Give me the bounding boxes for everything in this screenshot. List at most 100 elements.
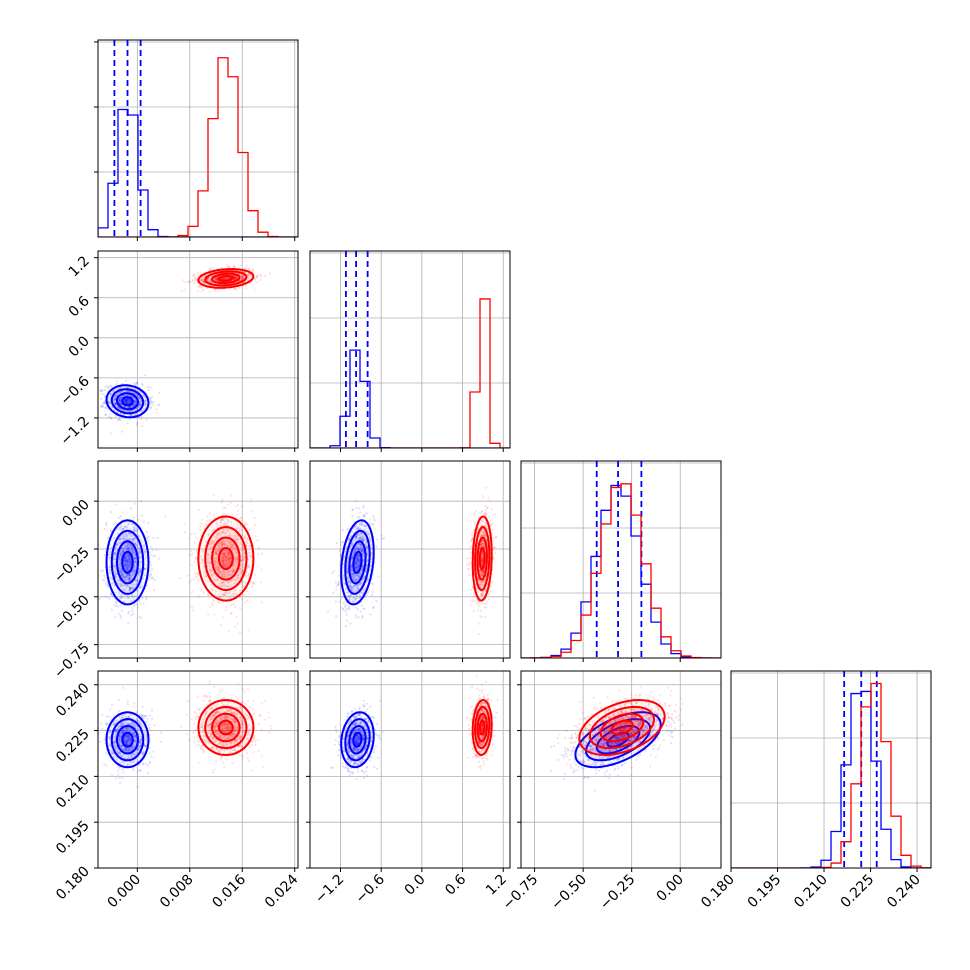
sample-point	[155, 408, 158, 411]
sample-point	[144, 404, 147, 408]
sample-point	[356, 586, 359, 589]
sample-point	[353, 548, 357, 551]
sample-point	[350, 544, 354, 547]
sample-point	[244, 582, 248, 585]
sample-point	[371, 583, 374, 586]
sample-point	[103, 553, 106, 557]
sample-point	[469, 604, 472, 607]
sample-point	[128, 573, 131, 576]
sample-point	[334, 581, 337, 584]
sample-point	[157, 403, 161, 406]
sample-point	[130, 586, 133, 590]
sample-point	[128, 574, 131, 577]
sample-point	[476, 602, 479, 605]
sample-point	[222, 584, 225, 587]
sample-point	[188, 280, 191, 283]
sample-point	[125, 400, 128, 403]
sample-point	[102, 402, 105, 405]
sample-point	[140, 586, 143, 589]
sample-point	[136, 381, 139, 384]
sample-point	[343, 604, 346, 608]
sample-point	[203, 275, 206, 278]
sample-point	[226, 539, 229, 542]
sample-point	[202, 280, 205, 283]
sample-point	[357, 538, 360, 541]
sample-point	[346, 578, 349, 581]
sample-point	[112, 390, 115, 393]
sample-point	[350, 558, 353, 561]
sample-point	[127, 596, 130, 599]
sample-point	[130, 405, 133, 408]
sample-point	[119, 535, 122, 539]
sample-point	[350, 534, 353, 538]
sample-point	[123, 405, 127, 408]
sample-point	[124, 545, 127, 548]
sample-point	[139, 417, 142, 420]
sample-point	[350, 594, 353, 597]
sample-point	[355, 566, 358, 569]
sample-point	[214, 589, 218, 592]
sample-point	[142, 407, 145, 410]
sample-point	[121, 390, 124, 393]
sample-point	[227, 503, 230, 506]
sample-point	[124, 400, 127, 403]
sample-point	[119, 604, 123, 607]
sample-point	[200, 290, 203, 293]
sample-point	[353, 552, 356, 555]
sample-point	[123, 401, 126, 404]
sample-point	[195, 576, 198, 579]
sample-point	[103, 388, 106, 392]
sample-point	[124, 400, 127, 403]
sample-point	[191, 279, 194, 282]
sample-point	[240, 516, 243, 519]
sample-point	[240, 544, 243, 547]
sample-point	[365, 545, 368, 548]
sample-point	[122, 576, 125, 579]
sample-point	[229, 545, 232, 548]
sample-point	[234, 578, 237, 581]
sample-point	[366, 546, 369, 549]
contour-level	[352, 550, 363, 574]
sample-point	[118, 567, 121, 570]
sample-point	[361, 537, 364, 540]
sample-point	[228, 557, 231, 560]
sample-point	[221, 595, 224, 598]
sample-point	[199, 286, 202, 289]
sample-point	[366, 578, 369, 582]
sample-point	[203, 548, 206, 551]
sample-point	[138, 615, 141, 619]
sample-point	[248, 592, 251, 596]
sample-point	[241, 585, 244, 588]
sample-point	[126, 597, 129, 600]
sample-point	[108, 568, 111, 572]
sample-point	[116, 527, 119, 531]
sample-point	[236, 576, 239, 580]
sample-point	[109, 416, 113, 419]
sample-point	[247, 574, 250, 577]
sample-point	[119, 573, 122, 576]
sample-point	[234, 276, 237, 279]
sample-point	[236, 535, 239, 538]
sample-point	[490, 590, 493, 593]
sample-point	[134, 537, 137, 540]
sample-point	[131, 547, 134, 550]
sample-point	[232, 563, 235, 566]
sample-point	[219, 543, 222, 546]
sample-point	[217, 569, 220, 572]
sample-point	[98, 597, 101, 601]
sample-point	[213, 562, 216, 566]
sample-point	[201, 277, 204, 281]
sample-point	[235, 556, 238, 559]
sample-point	[120, 594, 123, 598]
sample-point	[118, 400, 121, 403]
sample-point	[150, 400, 153, 403]
sample-point	[226, 558, 229, 561]
sample-point	[356, 564, 359, 567]
sample-point	[477, 577, 480, 580]
sample-point	[126, 538, 129, 541]
sample-point	[134, 399, 137, 402]
sample-point	[120, 395, 124, 398]
sample-point	[105, 524, 108, 527]
sample-point	[119, 569, 122, 572]
sample-point	[241, 565, 244, 568]
